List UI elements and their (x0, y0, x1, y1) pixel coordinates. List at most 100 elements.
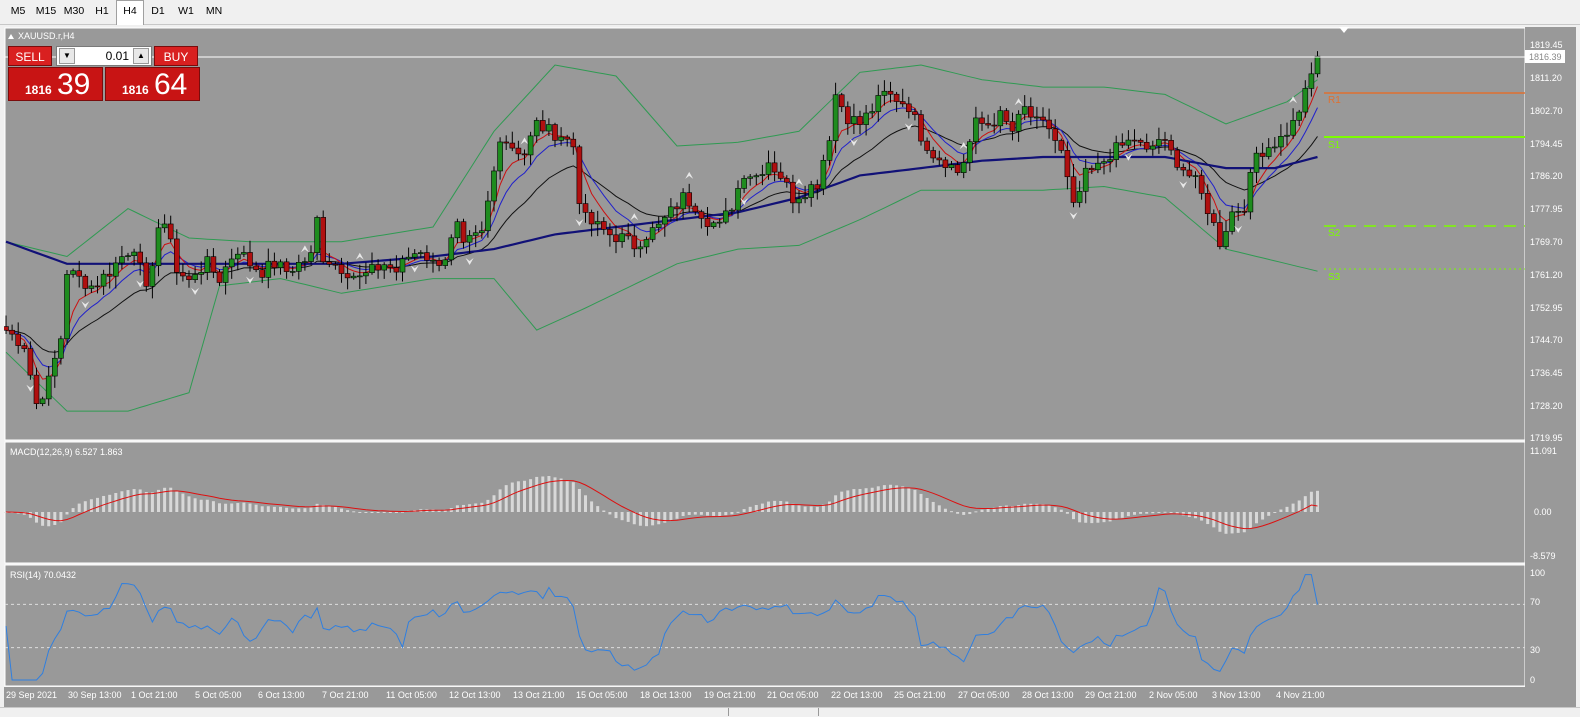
macd-histogram-bar (321, 504, 325, 512)
macd-histogram-bar (77, 503, 81, 512)
candle-body (106, 273, 113, 277)
macd-histogram-bar (943, 508, 947, 512)
macd-histogram-bar (870, 487, 874, 512)
macd-histogram-bar (492, 495, 496, 512)
price-axis-label: 1811.20 (1530, 73, 1562, 83)
collapse-icon[interactable] (8, 34, 14, 39)
rsi-axis-label: 70 (1530, 597, 1540, 607)
timeframe-mn-button[interactable]: MN (205, 5, 223, 17)
timeframe-w1-button[interactable]: W1 (178, 5, 194, 17)
candle-body (393, 267, 400, 273)
macd-histogram-bar (358, 512, 362, 513)
date-label: 1 Oct 21:00 (131, 690, 178, 700)
fractal-down-icon (904, 123, 913, 131)
macd-histogram-bar (486, 499, 490, 512)
macd-histogram-bar (230, 503, 234, 512)
macd-histogram-bar (248, 503, 252, 512)
candle-body (777, 171, 784, 179)
chart-window[interactable]: 1816.39 R1 S1 S2 S3 XAUUSD.r,H4 MACD(12,… (3, 27, 1576, 707)
macd-histogram-bar (138, 489, 142, 512)
macd-label: MACD(12,26,9) 6.527 1.863 (10, 447, 123, 457)
candle-body (893, 93, 900, 102)
candle-body (283, 261, 290, 272)
macd-histogram-bar (956, 512, 960, 514)
candle-body (454, 221, 461, 239)
candle-body (271, 260, 278, 268)
candle-body (1235, 211, 1241, 213)
candle-body (1211, 213, 1217, 223)
buy-button[interactable]: BUY (154, 46, 198, 66)
macd-histogram-bar (41, 512, 45, 526)
macd-histogram-bar (303, 508, 307, 512)
candle-body (546, 124, 552, 132)
timeframe-m5-button[interactable]: M5 (10, 5, 26, 17)
rsi-axis-label: 100 (1530, 568, 1545, 578)
price-axis-label: 1802.70 (1530, 106, 1563, 116)
macd-histogram-bar (1309, 491, 1313, 512)
candle-body (1046, 119, 1052, 130)
bid-price-button[interactable]: 1816 39 (8, 67, 103, 101)
candle-body (539, 120, 546, 132)
macd-histogram-bar (120, 491, 124, 512)
macd-histogram-bar (779, 501, 783, 512)
fractal-down-icon (465, 258, 474, 266)
candle-body (716, 221, 723, 224)
lot-size-value[interactable]: 0.01 (105, 49, 129, 63)
ask-price-button[interactable]: 1816 64 (105, 67, 200, 101)
macd-histogram-bar (693, 512, 697, 515)
macd-histogram-bar (1267, 512, 1271, 516)
macd-histogram-bar (187, 496, 191, 512)
sell-button[interactable]: SELL (8, 46, 52, 66)
macd-histogram-bar (272, 506, 276, 512)
macd-histogram-bar (144, 491, 148, 512)
bollinger-lower-line (5, 185, 1318, 412)
timeframe-h4-button[interactable]: H4 (116, 0, 144, 25)
date-label: 4 Nov 21:00 (1276, 690, 1325, 700)
macd-histogram-bar (1242, 512, 1246, 533)
lot-increase-icon[interactable]: ▲ (133, 48, 149, 64)
date-label: 25 Oct 21:00 (894, 690, 946, 700)
lot-decrease-icon[interactable]: ▼ (59, 48, 75, 64)
candle-body (1131, 139, 1138, 142)
candle-body (1314, 55, 1321, 75)
candle-body (710, 222, 717, 227)
candle-body (1284, 134, 1290, 137)
candle-body (1168, 140, 1174, 151)
candle-body (1198, 175, 1205, 194)
macd-histogram-bar (657, 512, 661, 525)
date-label: 27 Oct 05:00 (958, 690, 1010, 700)
timeframe-d1-button[interactable]: D1 (151, 5, 165, 17)
candle-body (1089, 167, 1095, 171)
timeframe-h1-button[interactable]: H1 (95, 5, 109, 17)
candle-body (594, 221, 601, 225)
macd-histogram-bar (346, 510, 350, 512)
date-label: 5 Oct 05:00 (195, 690, 242, 700)
candle-body (765, 162, 772, 175)
lot-size-field[interactable]: ▼ 0.01 ▲ (56, 46, 152, 66)
candle-body (1034, 116, 1040, 119)
macd-histogram-bar (468, 504, 472, 512)
timeframe-m30-button[interactable]: M30 (63, 5, 85, 17)
chart-shift-marker[interactable] (1339, 27, 1349, 33)
price-axis-label: 1761.20 (1530, 270, 1563, 280)
candle-body (289, 271, 296, 273)
candle-body (564, 136, 571, 140)
chart-scrollbar[interactable] (0, 707, 1580, 717)
chart-canvas[interactable]: 1816.39 R1 S1 S2 S3 XAUUSD.r,H4 MACD(12,… (3, 27, 1576, 707)
macd-histogram-bar (785, 501, 789, 512)
candle-body (1156, 139, 1162, 147)
macd-histogram-bar (1181, 512, 1185, 516)
candle-body (94, 285, 101, 288)
macd-histogram-bar (315, 503, 319, 512)
candle-body (167, 223, 174, 240)
candle-body (247, 252, 253, 267)
macd-histogram-bar (706, 512, 709, 516)
candle-body (1021, 106, 1028, 115)
macd-histogram-bar (1297, 500, 1301, 512)
candle-body (137, 251, 143, 264)
candle-body (180, 272, 186, 277)
candle-body (1082, 167, 1089, 192)
timeframe-m15-button[interactable]: M15 (35, 5, 57, 17)
macd-histogram-bar (1023, 503, 1027, 512)
candle-body (857, 116, 863, 125)
